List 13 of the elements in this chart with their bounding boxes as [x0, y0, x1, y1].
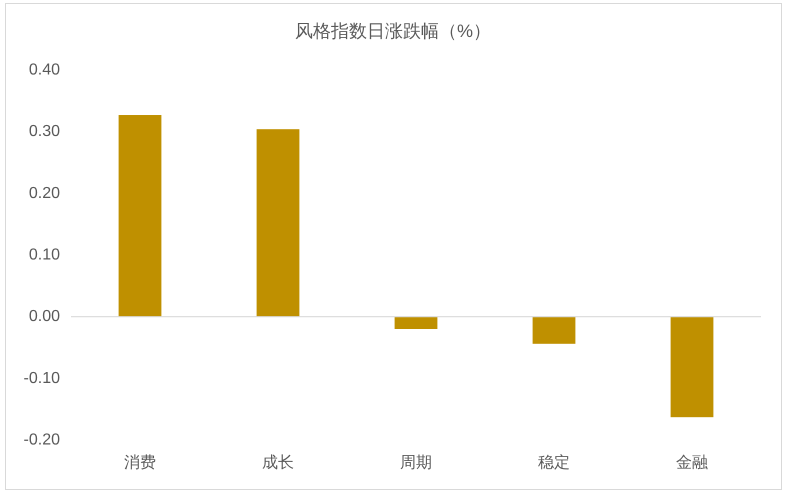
y-tick-label: 0.30 [28, 123, 60, 140]
y-tick-label: -0.10 [24, 370, 60, 387]
y-tick-label: 0.10 [28, 246, 60, 264]
y-tick-label: 0.40 [28, 62, 60, 78]
y-tick-label: -0.20 [24, 432, 60, 448]
x-tick-label: 金融 [676, 454, 708, 472]
title: 风格指数日涨跌幅（%） [295, 21, 491, 41]
x-tick-label: 消费 [124, 454, 156, 472]
x-tick-label: 成长 [262, 454, 294, 472]
y-tick-label: 0.20 [28, 184, 60, 202]
x-tick-label: 周期 [400, 454, 432, 472]
x-tick-label: 稳定 [538, 454, 570, 472]
y-tick-label: 0.00 [28, 308, 60, 326]
